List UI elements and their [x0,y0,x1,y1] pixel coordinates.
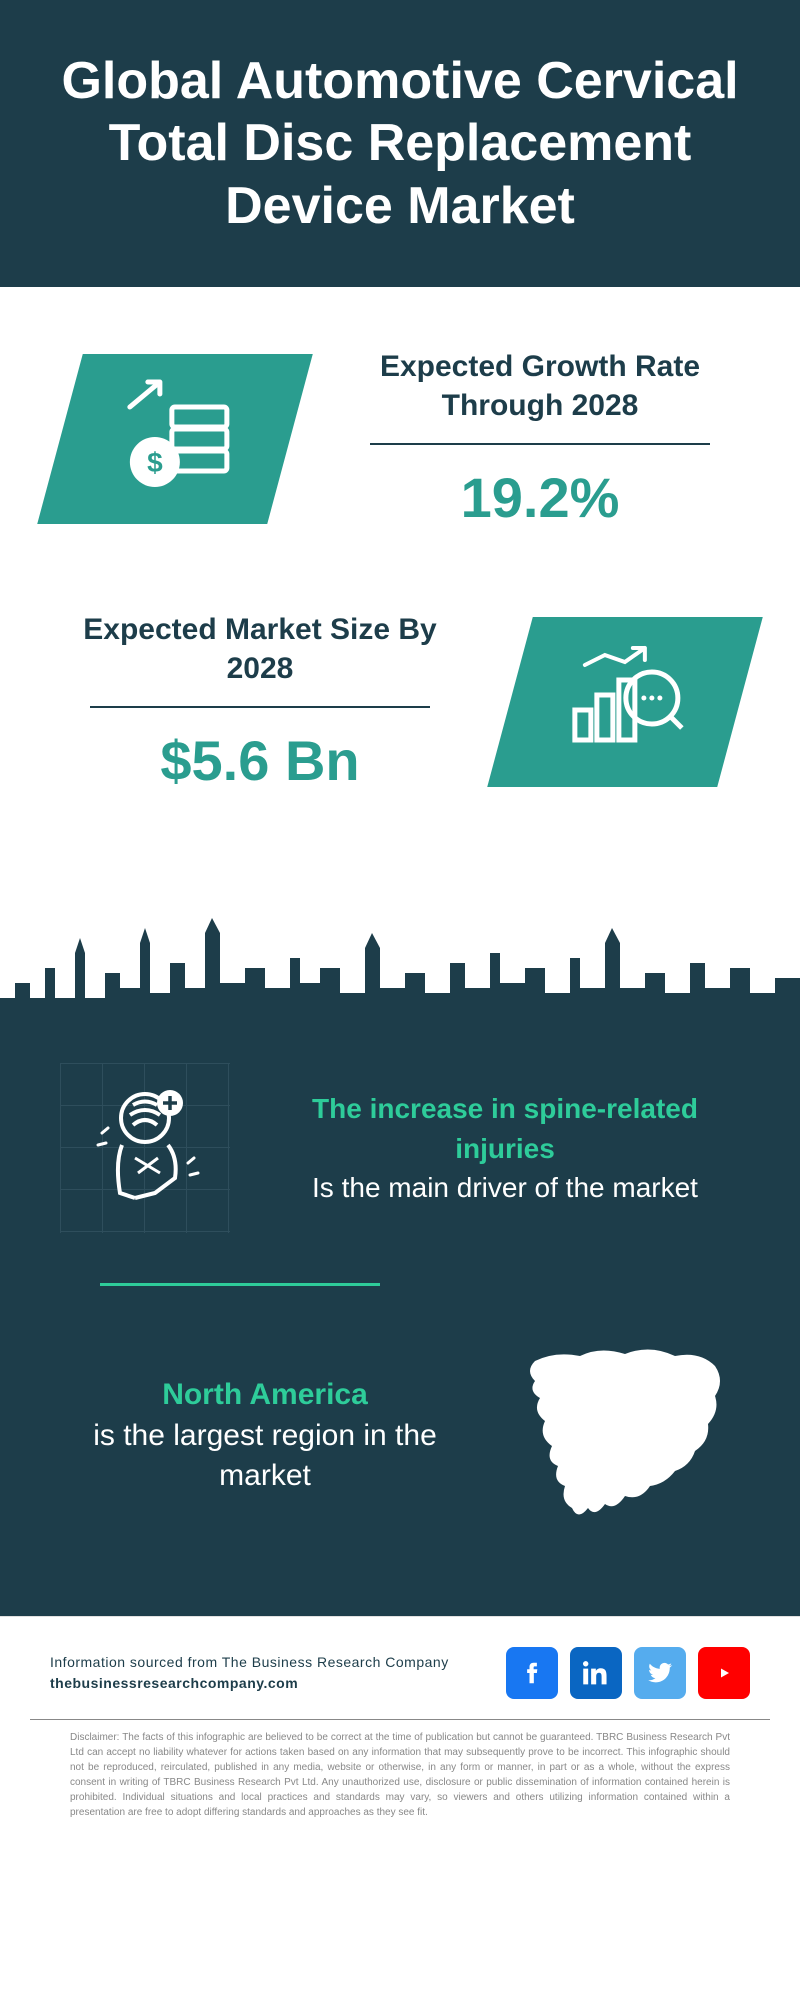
skyline-divider [0,913,800,1033]
facebook-icon[interactable] [506,1647,558,1699]
injury-icon [60,1063,230,1233]
north-america-map-icon [510,1336,740,1536]
social-links [506,1647,750,1699]
footer-line2: thebusinessresearchcompany.com [50,1673,449,1694]
footer-attribution: Information sourced from The Business Re… [50,1652,449,1694]
stats-section: $ Expected Growth Rate Through 2028 19.2… [0,287,800,913]
market-size-stat-row: Expected Market Size By 2028 $5.6 Bn [60,610,740,793]
growth-value: 19.2% [340,465,740,530]
footer: Information sourced from The Business Re… [0,1616,800,1719]
driver-row: The increase in spine-related injuries I… [60,1063,740,1233]
region-highlight: North America [162,1378,368,1411]
growth-label: Expected Growth Rate Through 2028 [340,347,740,425]
market-size-icon-shape [487,617,763,787]
insights-section: The increase in spine-related injuries I… [0,1033,800,1616]
linkedin-icon[interactable] [570,1647,622,1699]
twitter-icon[interactable] [634,1647,686,1699]
money-growth-icon: $ [110,376,240,501]
growth-stat-row: $ Expected Growth Rate Through 2028 19.2… [60,347,740,530]
chart-analysis-icon [560,639,690,764]
divider [90,706,430,708]
divider [370,443,710,445]
youtube-icon[interactable] [698,1647,750,1699]
region-text: North America is the largest region in t… [60,1375,470,1497]
growth-icon-shape: $ [37,354,313,524]
footer-line1: Information sourced from The Business Re… [50,1652,449,1673]
region-body: is the largest region in the market [93,1419,437,1493]
page-title: Global Automotive Cervical Total Disc Re… [40,50,760,237]
disclaimer-text: Disclaimer: The facts of this infographi… [30,1719,770,1850]
market-size-stat-text: Expected Market Size By 2028 $5.6 Bn [60,610,460,793]
market-size-label: Expected Market Size By 2028 [60,610,460,688]
growth-stat-text: Expected Growth Rate Through 2028 19.2% [340,347,740,530]
header-banner: Global Automotive Cervical Total Disc Re… [0,0,800,287]
section-divider [100,1283,380,1286]
market-size-value: $5.6 Bn [60,728,460,793]
svg-text:$: $ [147,446,163,477]
region-row: North America is the largest region in t… [60,1336,740,1536]
driver-body: Is the main driver of the market [312,1172,698,1203]
driver-highlight: The increase in spine-related injuries [312,1093,698,1163]
driver-text: The increase in spine-related injuries I… [270,1089,740,1207]
